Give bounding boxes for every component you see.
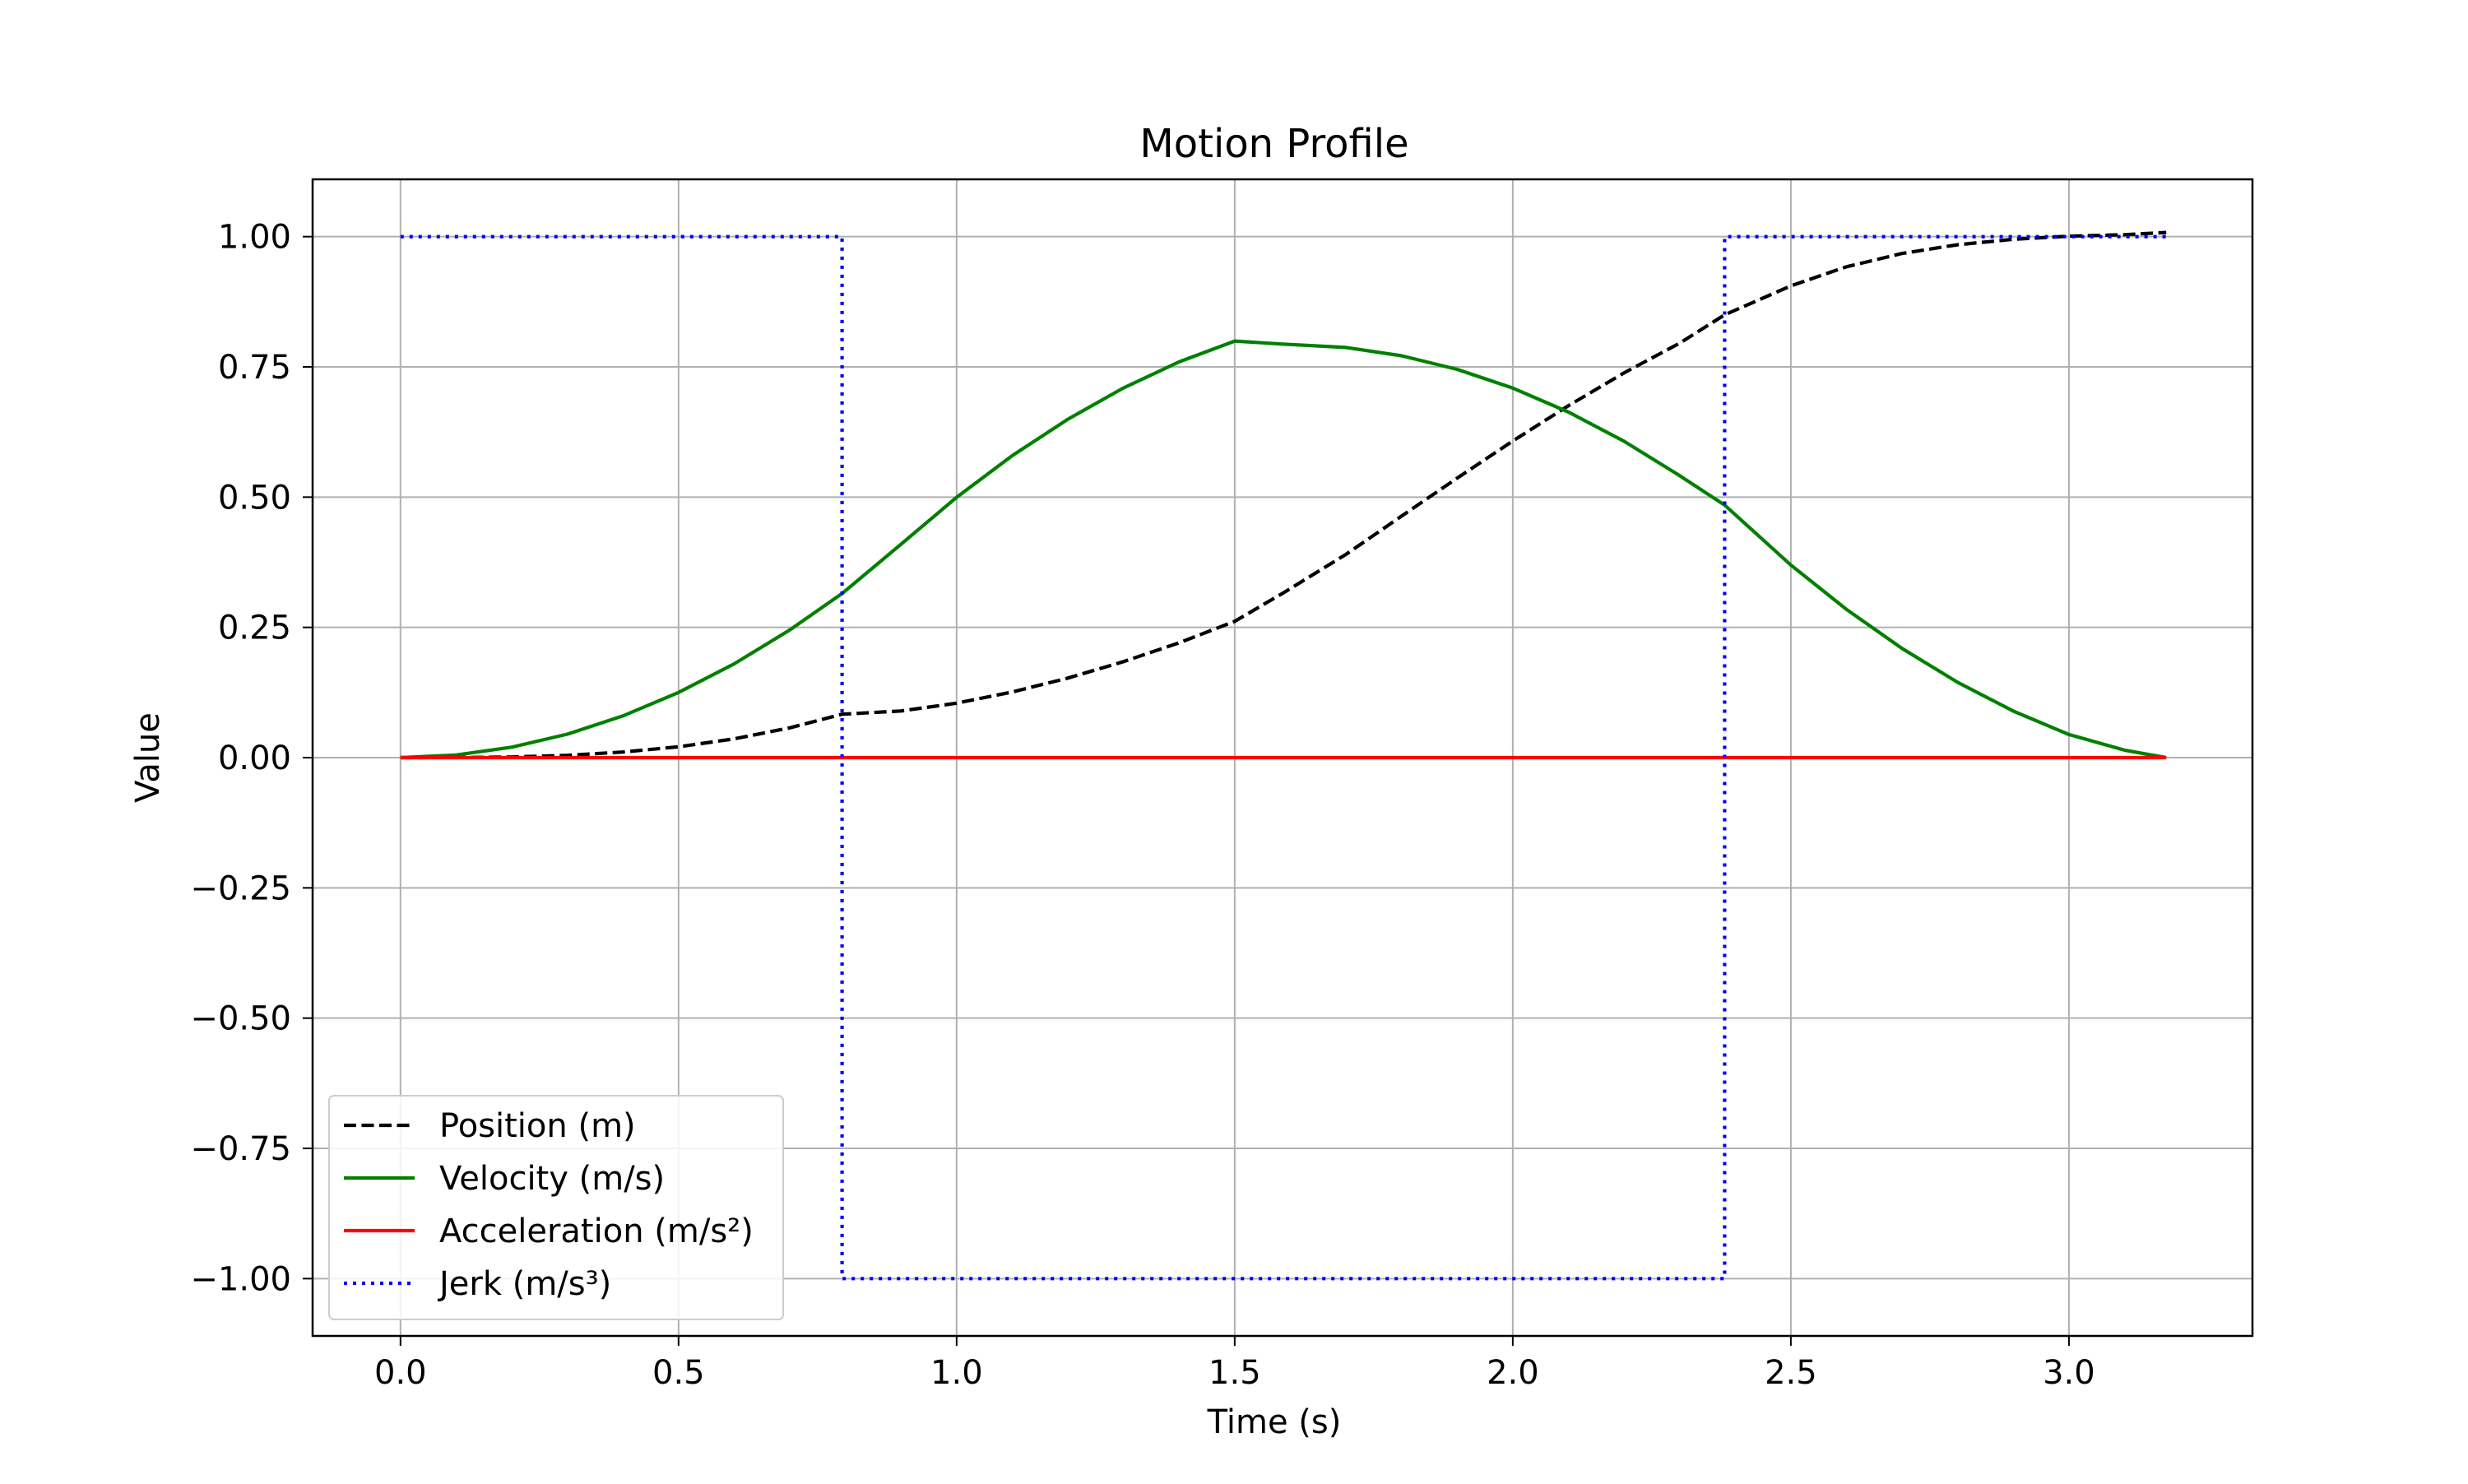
- x-tick-label: 1.5: [1208, 1354, 1261, 1392]
- legend-label-0: Position (m): [439, 1107, 636, 1145]
- y-axis-label: Value: [129, 712, 167, 803]
- chart-title: Motion Profile: [1139, 121, 1408, 167]
- y-tick-label: −0.25: [190, 870, 291, 907]
- x-tick-label: 0.5: [652, 1354, 705, 1392]
- x-tick-label: 0.0: [374, 1354, 427, 1392]
- y-tick-label: −0.50: [190, 1000, 291, 1038]
- legend-label-3: Jerk (m/s³): [437, 1265, 611, 1303]
- legend-label-2: Acceleration (m/s²): [439, 1213, 754, 1250]
- legend: Position (m) Velocity (m/s) Acceleration (…: [329, 1096, 783, 1319]
- legend-label-1: Velocity (m/s): [439, 1160, 665, 1198]
- y-tick-label: −1.00: [190, 1260, 291, 1298]
- y-tick-label: 0.50: [218, 479, 291, 517]
- x-axis-label: Time (s): [1207, 1403, 1342, 1441]
- x-tick-label: 1.0: [930, 1354, 983, 1392]
- y-tick-label: 0.25: [218, 610, 291, 647]
- y-tick-label: 0.00: [218, 740, 291, 777]
- x-tick-label: 2.0: [1487, 1354, 1539, 1392]
- y-tick-label: 1.00: [218, 219, 291, 257]
- x-tick-label: 3.0: [2043, 1354, 2095, 1392]
- y-tick-label: −0.75: [190, 1130, 291, 1168]
- x-tick-label: 2.5: [1765, 1354, 1817, 1392]
- y-tick-label: 0.75: [218, 349, 291, 387]
